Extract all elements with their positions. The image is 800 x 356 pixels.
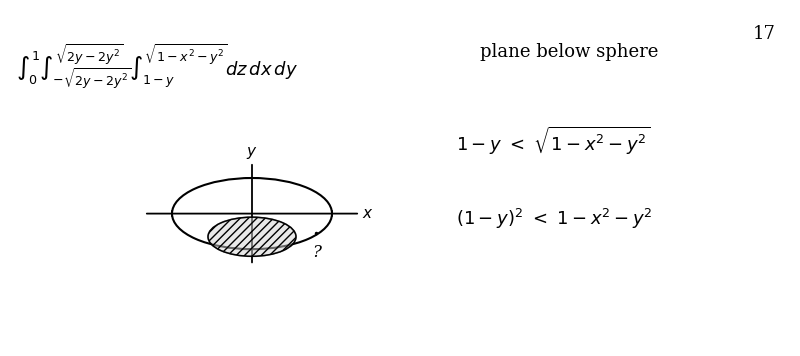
- Text: $1 - y \ < \ \sqrt{1 - x^2 - y^2}$: $1 - y \ < \ \sqrt{1 - x^2 - y^2}$: [456, 125, 650, 157]
- Text: $(1-y)^2 \ < \ 1 - x^2 - y^2$: $(1-y)^2 \ < \ 1 - x^2 - y^2$: [456, 206, 653, 231]
- Text: ?: ?: [312, 244, 321, 261]
- Text: $y$: $y$: [246, 145, 258, 161]
- Text: plane below sphere: plane below sphere: [480, 43, 658, 61]
- Text: $x$: $x$: [362, 206, 374, 221]
- Text: $\int_0^1 \int_{-\sqrt{2y-2y^2}}^{\sqrt{2y-2y^2}} \int_{1-y}^{\sqrt{1-x^2-y^2}} : $\int_0^1 \int_{-\sqrt{2y-2y^2}}^{\sqrt{…: [16, 43, 298, 91]
- Circle shape: [208, 217, 296, 256]
- Text: 17: 17: [753, 25, 776, 43]
